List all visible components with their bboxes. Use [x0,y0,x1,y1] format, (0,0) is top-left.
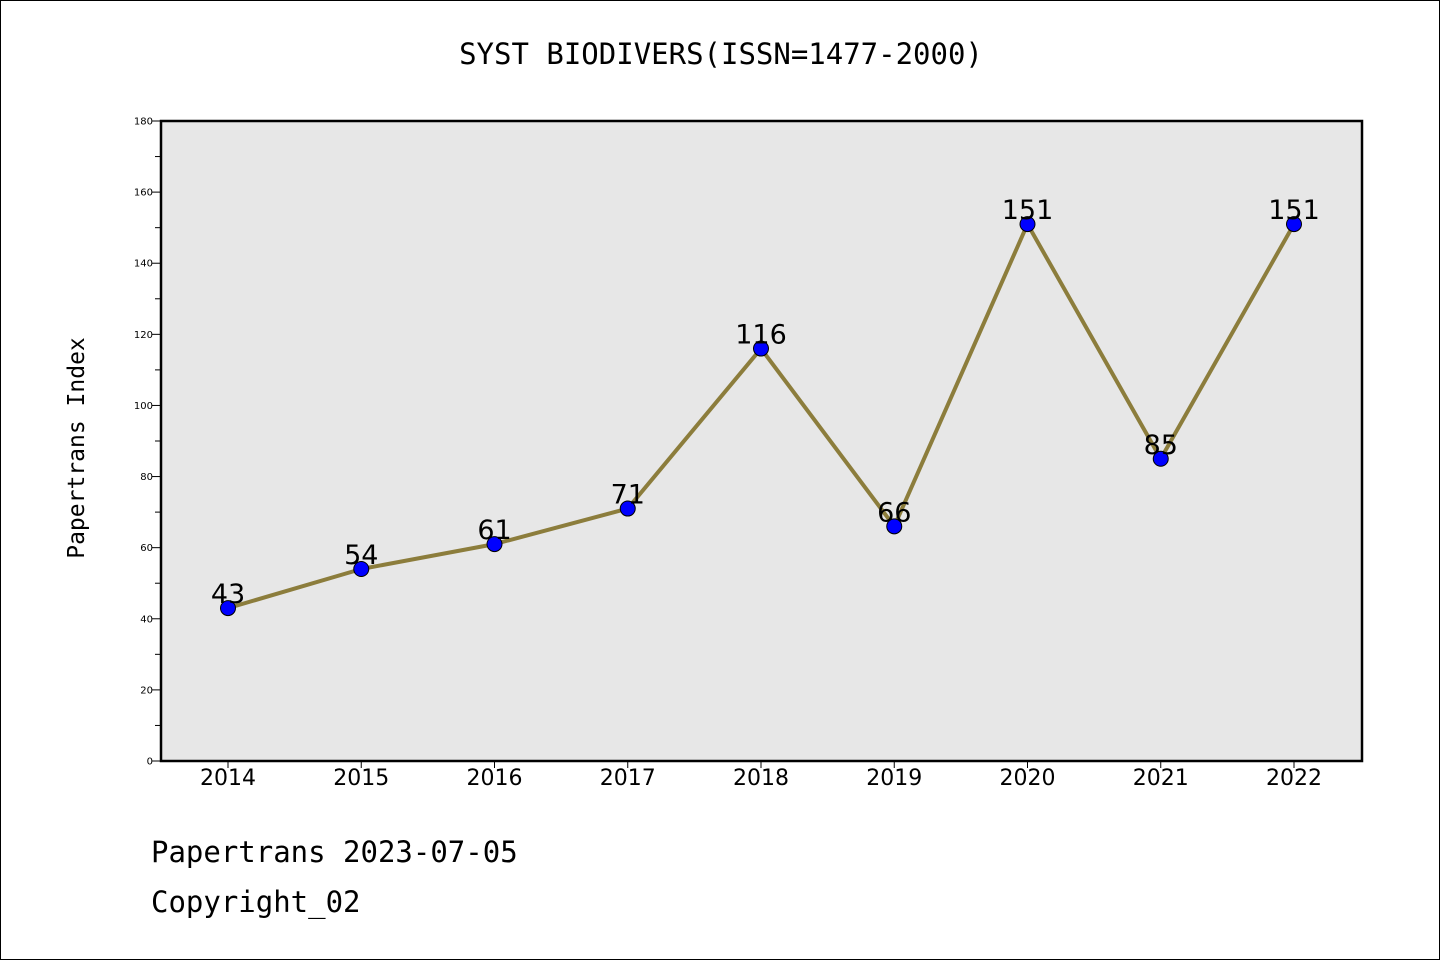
data-label: 71 [611,480,645,511]
x-tick-label: 2018 [733,766,789,791]
y-tick-label: 40 [140,614,153,625]
data-point [1286,216,1302,233]
y-tick-label: 100 [134,401,153,412]
footer-date: Papertrans 2023-07-05 [151,835,518,869]
y-tick-label: 140 [134,259,153,270]
chart-title: SYST BIODIVERS(ISSN=1477-2000) [459,37,983,71]
x-tick-label: 2017 [600,766,656,791]
x-tick-label: 2019 [866,766,922,791]
data-point [353,561,370,577]
data-label: 43 [211,579,245,610]
y-tick-label: 80 [140,472,153,483]
x-tick-label: 2021 [1133,766,1189,791]
data-label: 85 [1144,430,1178,461]
y-tick-label: 20 [140,685,153,696]
y-tick-label: 0 [147,757,153,768]
x-tick-label: 2020 [1000,766,1056,791]
footer-copyright: Copyright_02 [151,885,361,919]
data-point [753,340,769,357]
x-tick-label: 2016 [467,766,523,791]
data-point [886,518,903,535]
data-label: 54 [344,540,378,571]
x-tick-label: 2015 [333,766,389,791]
y-tick-label: 180 [134,117,153,128]
y-tick-label: 120 [134,330,153,341]
data-label: 116 [735,320,787,351]
data-point [1019,216,1036,233]
data-label: 151 [1002,195,1054,226]
plot-area [161,121,1362,761]
data-label: 151 [1268,195,1320,226]
plot-border [159,119,1364,763]
data-label: 66 [877,497,911,528]
data-point [220,600,236,617]
data-point [486,536,503,553]
data-point [619,500,636,517]
data-point [1152,450,1169,467]
x-tick-label: 2022 [1266,766,1322,791]
data-label: 61 [477,515,511,546]
x-tick-label: 2014 [200,766,256,791]
y-tick-label: 160 [134,188,153,199]
y-tick-label: 60 [140,543,153,554]
